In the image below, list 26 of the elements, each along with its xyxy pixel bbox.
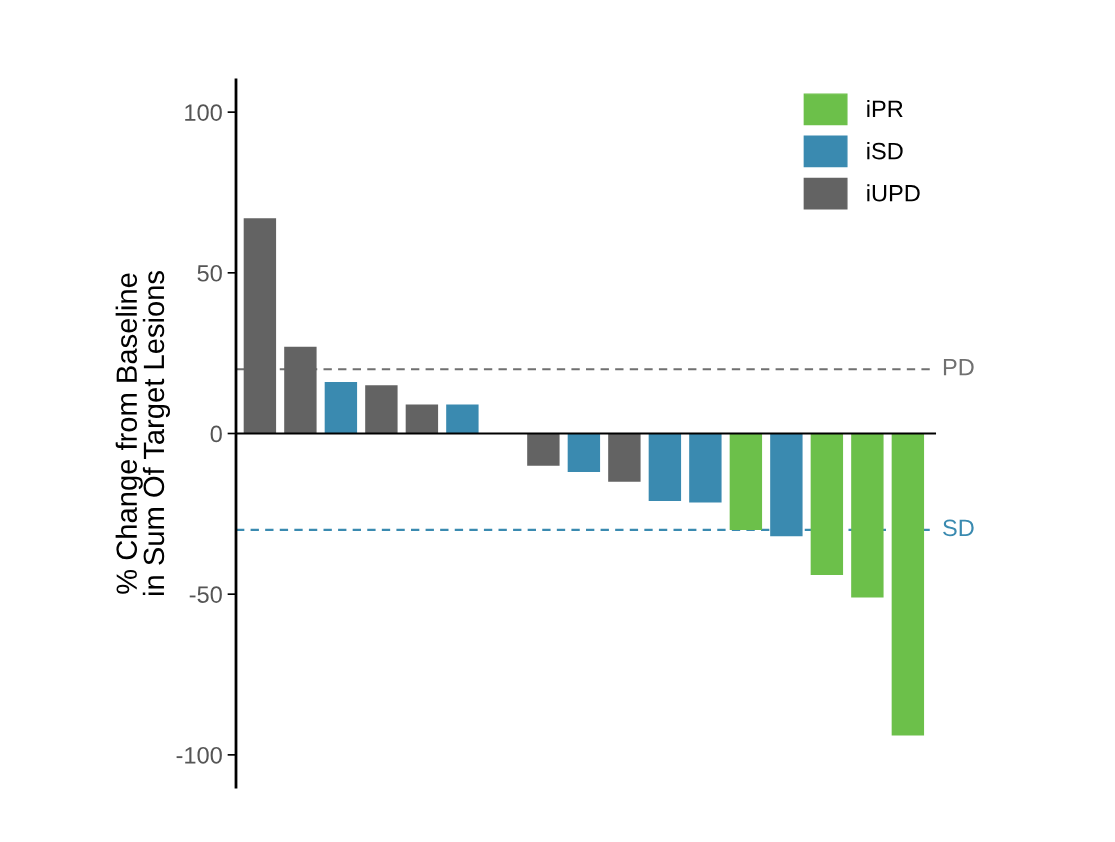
bar (608, 433, 641, 482)
legend-label: iSD (867, 142, 903, 160)
bar (324, 382, 358, 434)
legend-label: iPR (867, 99, 903, 118)
y-tick-label: -100 (176, 746, 222, 764)
y-tick-label: 0 (210, 425, 222, 443)
bar (405, 404, 439, 434)
bar (365, 385, 398, 434)
bar (446, 404, 479, 434)
bar (284, 346, 317, 434)
bar (648, 433, 682, 501)
ref-line-label: PD (943, 359, 974, 376)
y-tick-label: -50 (189, 586, 222, 603)
bar (567, 433, 601, 473)
bar (851, 433, 884, 598)
y-tick-label: 100 (185, 104, 222, 121)
ref-line-label: SD (943, 519, 974, 537)
bar (810, 433, 844, 575)
bar (527, 433, 560, 466)
y-axis-title: % Change from Baseline in Sum Of Target Lesions (115, 271, 170, 596)
bar (891, 433, 925, 736)
legend-label: iUPD (867, 184, 920, 202)
y-tick-label: 50 (197, 264, 222, 282)
bar (689, 433, 722, 503)
bar (729, 433, 763, 530)
bar (243, 218, 277, 434)
